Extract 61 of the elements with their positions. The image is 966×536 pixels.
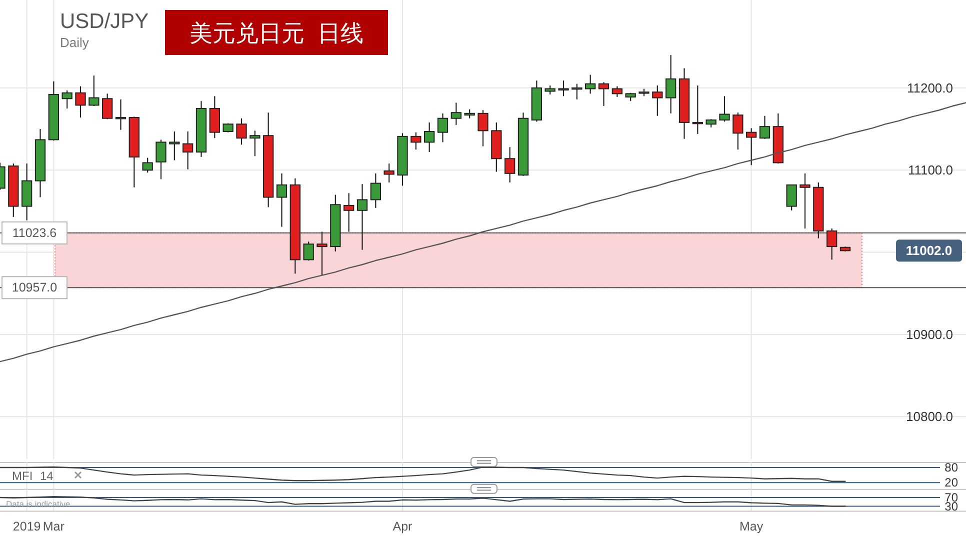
candlestick [666, 54, 676, 114]
text: USD/JPY [60, 10, 149, 33]
candlestick [437, 112, 448, 143]
candlestick [719, 96, 730, 122]
candlestick [585, 74, 596, 94]
candlestick [169, 130, 180, 161]
text: MFI 14 [12, 469, 54, 483]
candlestick [504, 146, 516, 183]
y-tick-label: 80 [944, 460, 958, 475]
line-series [0, 496, 846, 507]
x-tick-label: 2019 [12, 519, 41, 534]
y-tick-label: 10900.0 [906, 326, 953, 342]
candlestick [142, 157, 153, 174]
candlestick [115, 98, 126, 130]
x-tick-label: May [740, 519, 764, 534]
ref-line-label: 10957.0 [12, 280, 58, 295]
x-tick-label: Mar [42, 519, 64, 534]
candlestick [182, 130, 194, 170]
y-tick-label: 11100.0 [908, 162, 953, 178]
candlestick [356, 184, 368, 250]
candlestick [598, 82, 610, 107]
candlestick [759, 115, 770, 140]
y-tick-label: 10800.0 [906, 409, 953, 424]
candlestick [410, 132, 422, 150]
candlestick [746, 128, 757, 166]
candlestick [692, 84, 703, 135]
line-series [0, 466, 846, 482]
candlestick [612, 86, 622, 98]
candlestick [209, 96, 220, 139]
candlestick [732, 112, 744, 150]
candlestick [572, 83, 582, 100]
candlestick [478, 110, 488, 147]
candlestick [786, 184, 797, 211]
candlestick [800, 172, 810, 230]
candlestick [316, 231, 328, 276]
candlestick [62, 90, 72, 110]
candlestick [303, 241, 314, 262]
candlestick [88, 75, 100, 107]
candlestick [156, 139, 166, 180]
candlestick [424, 122, 435, 153]
candlestick [652, 84, 663, 116]
annotation: 美元兑日元 日线 [190, 20, 364, 46]
annotation: 11002.0 [906, 243, 952, 258]
y-tick-label: 20 [944, 476, 958, 490]
candlestick [826, 228, 838, 260]
candlestick [344, 192, 354, 232]
candlestick [370, 172, 381, 208]
candlestick [558, 80, 569, 97]
candlestick [236, 118, 247, 146]
candlestick [464, 108, 475, 119]
candlestick [102, 93, 113, 120]
candlestick [276, 172, 288, 228]
x-tick-label: Apr [392, 519, 412, 534]
ref-line-label: 11023.6 [12, 226, 57, 240]
candlestick [384, 162, 394, 183]
line-series [0, 102, 966, 362]
text: Daily [60, 35, 90, 50]
y-tick-label: 11200.0 [906, 80, 953, 96]
candlestick [75, 86, 86, 118]
candlestick [250, 130, 260, 157]
candlestick [450, 102, 462, 126]
